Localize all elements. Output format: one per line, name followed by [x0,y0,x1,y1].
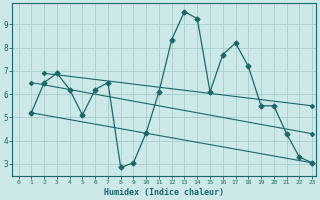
X-axis label: Humidex (Indice chaleur): Humidex (Indice chaleur) [104,188,224,197]
